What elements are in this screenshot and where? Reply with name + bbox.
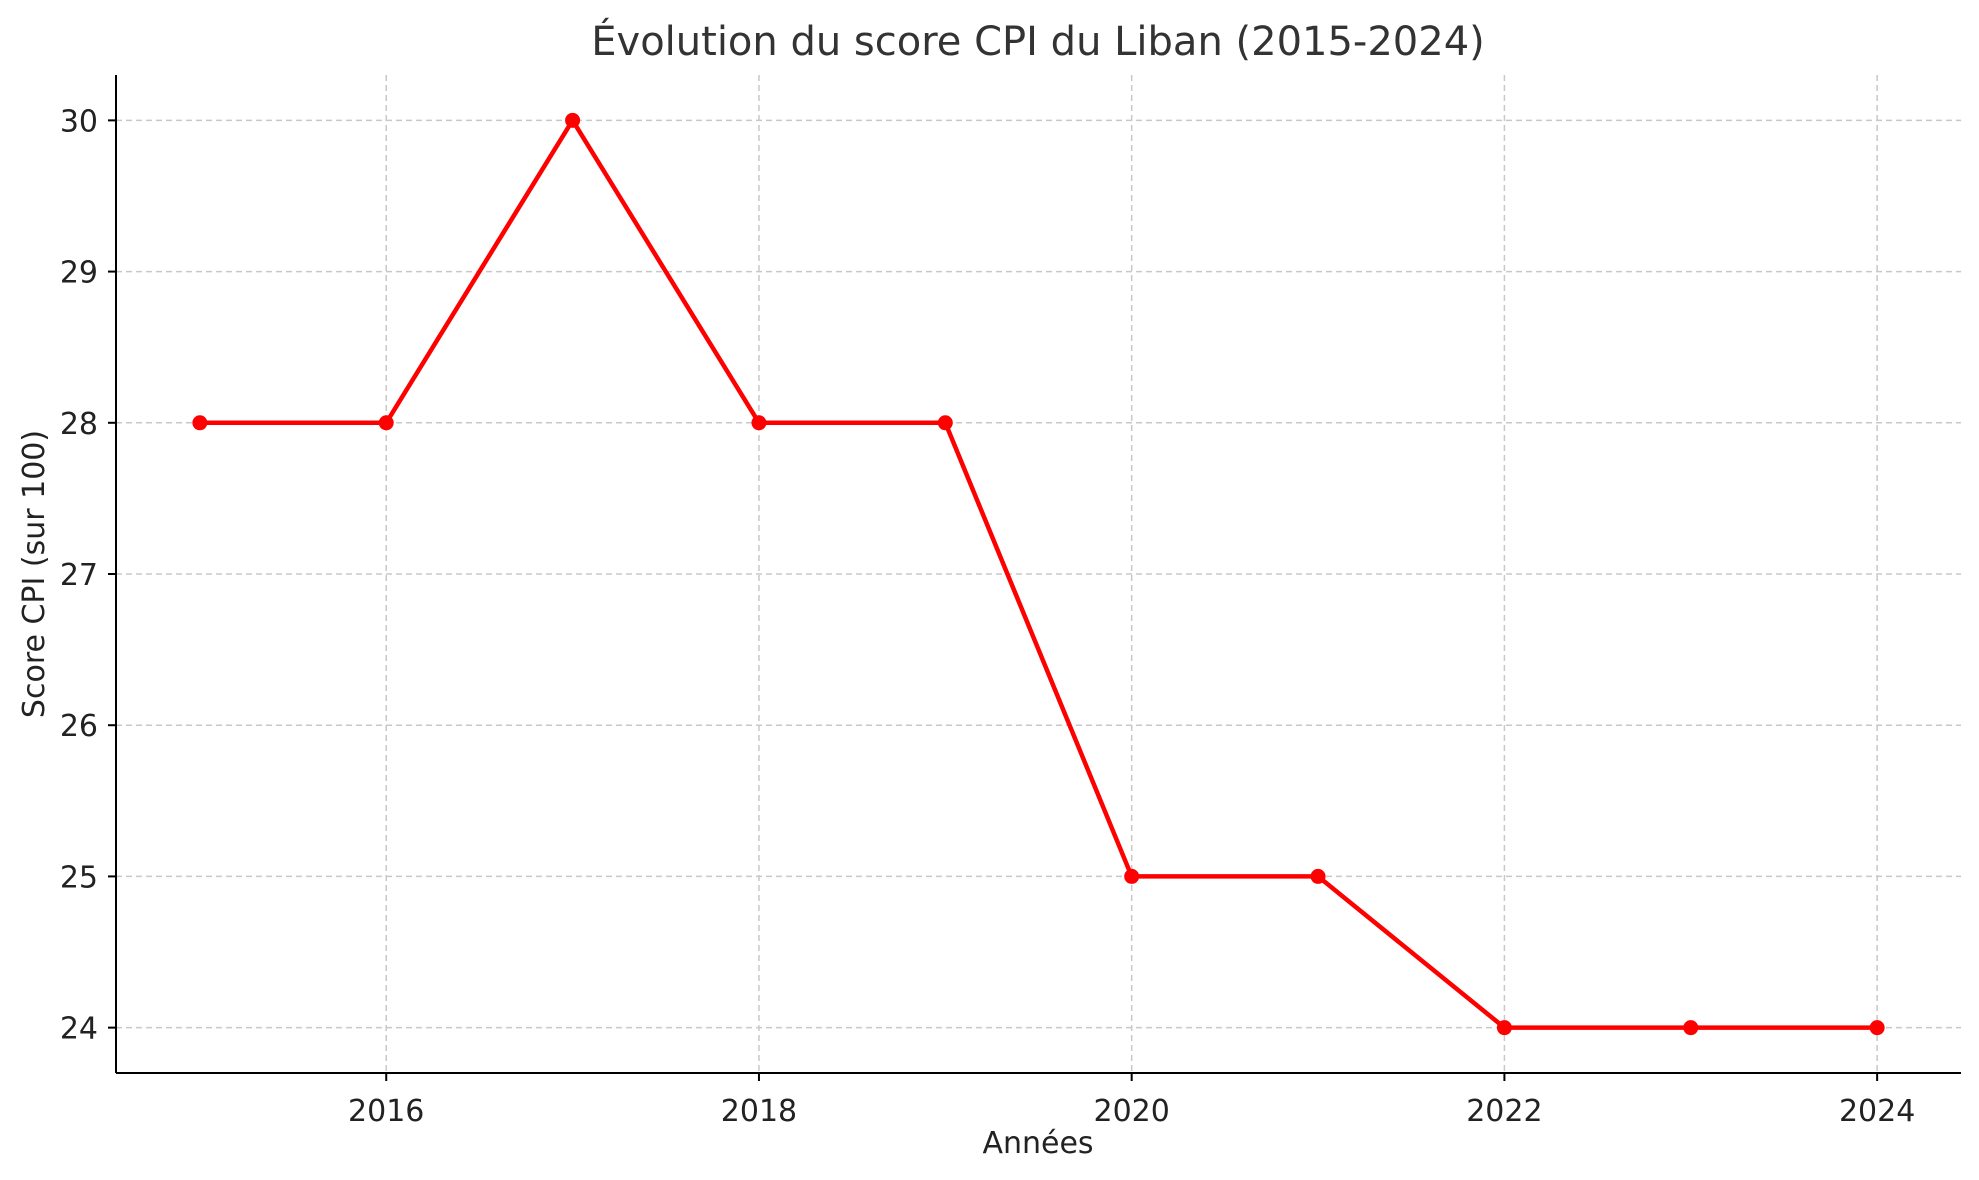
chart-title: Évolution du score CPI du Liban (2015-20… <box>591 17 1485 65</box>
data-point <box>1869 1020 1885 1036</box>
y-axis-label: Score CPI (sur 100) <box>17 430 52 718</box>
data-point <box>937 415 953 431</box>
data-point <box>192 415 208 431</box>
y-tick-label: 29 <box>60 256 98 291</box>
y-tick-label: 24 <box>60 1012 98 1047</box>
x-tick-label: 2018 <box>721 1094 797 1129</box>
data-point <box>1124 868 1140 884</box>
ticks: 2016 2018 2020 2022 2024 24 25 26 27 28 29 30 <box>60 104 1916 1129</box>
grid <box>116 75 1961 1073</box>
data-point <box>1496 1020 1512 1036</box>
data-point <box>1310 868 1326 884</box>
x-tick-label: 2022 <box>1466 1094 1542 1129</box>
x-axis-label: Années <box>982 1126 1093 1161</box>
x-tick-label: 2016 <box>348 1094 424 1129</box>
y-tick-label: 30 <box>60 104 98 139</box>
y-tick-label: 27 <box>60 558 98 593</box>
data-point <box>565 112 581 128</box>
series <box>192 112 1885 1036</box>
y-tick-label: 28 <box>60 407 98 442</box>
x-tick-label: 2020 <box>1094 1094 1170 1129</box>
y-tick-label: 25 <box>60 860 98 895</box>
y-tick-label: 26 <box>60 709 98 744</box>
data-point <box>378 415 394 431</box>
data-point <box>1683 1020 1699 1036</box>
data-point <box>751 415 767 431</box>
series-line <box>197 118 1880 1030</box>
x-tick-label: 2024 <box>1839 1094 1915 1129</box>
